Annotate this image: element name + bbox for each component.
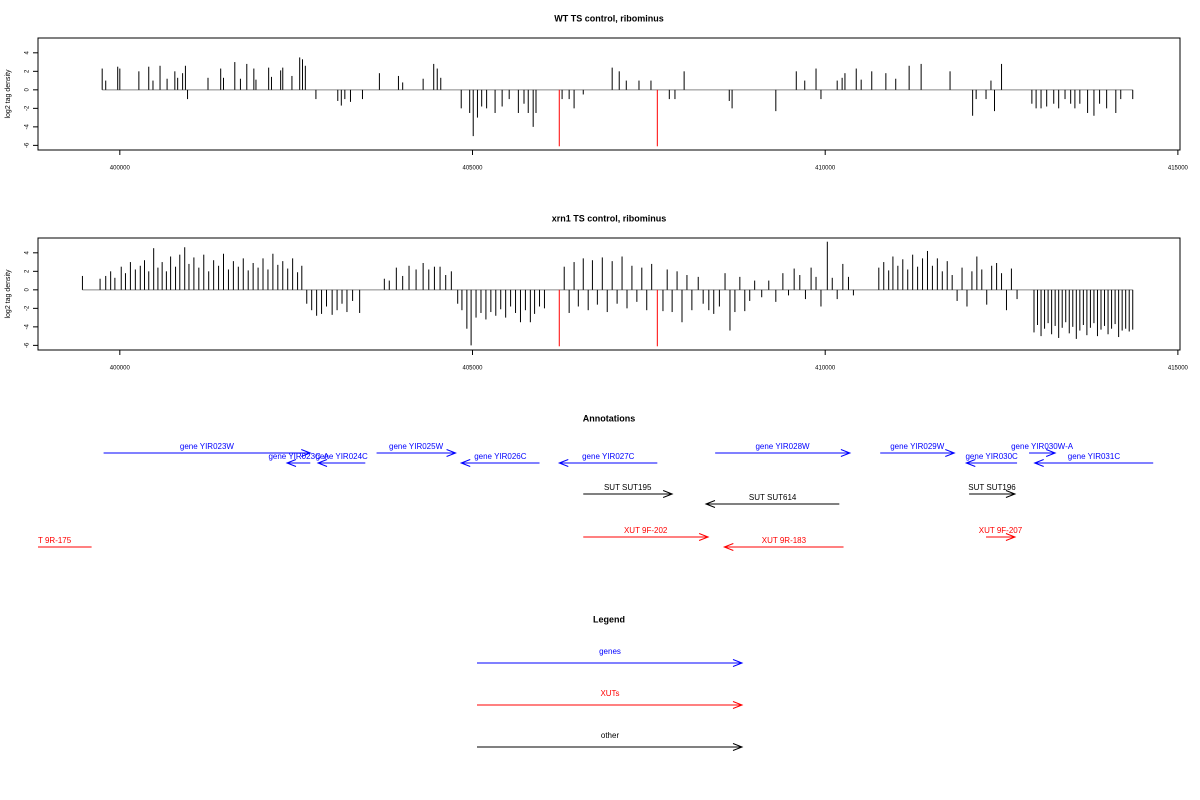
feature-label: gene YIR023W xyxy=(180,442,235,451)
feature-label: gene YIR029W xyxy=(890,442,945,451)
x-tick-label: 415000 xyxy=(1168,366,1189,372)
feature-arrow-head xyxy=(285,459,297,467)
y-tick-label: 0 xyxy=(25,288,31,292)
legend-arrow-head xyxy=(732,701,744,709)
x-tick-label: 400000 xyxy=(110,366,131,372)
feature-label: T 9R-175 xyxy=(38,536,72,545)
feature-label: XUT 9F-207 xyxy=(979,526,1023,535)
feature-arrow-head xyxy=(1045,449,1057,457)
feature-arrow-head xyxy=(316,459,328,467)
feature-arrow-head xyxy=(722,543,734,551)
feature-arrow-head xyxy=(1005,490,1017,498)
feature-label: gene YIR026C xyxy=(474,452,527,461)
feature-label: XUT 9F-202 xyxy=(624,526,668,535)
y-tick-label: -6 xyxy=(25,142,31,148)
legend-label: genes xyxy=(599,647,621,656)
feature-arrow-head xyxy=(1033,459,1044,467)
feature-label: gene YIR024C xyxy=(315,452,368,461)
feature-label: SUT SUT195 xyxy=(604,483,652,492)
plot-frame xyxy=(37,237,1181,351)
y-tick-label: 4 xyxy=(25,250,31,254)
x-tick-label: 410000 xyxy=(815,166,836,172)
plot-frame xyxy=(37,37,1181,151)
chart-title: WT TS control, ribominus xyxy=(554,13,664,23)
feature-arrow-head xyxy=(446,449,457,457)
feature-arrow-head xyxy=(945,449,956,457)
feature-label: XUT 9R-183 xyxy=(762,536,807,545)
feature-label: SUT SUT614 xyxy=(749,493,797,502)
feature-label: gene YIR030W-A xyxy=(1011,442,1074,451)
feature-label: gene YIR025W xyxy=(389,442,444,451)
x-tick-label: 415000 xyxy=(1168,166,1189,172)
legend-arrow-head xyxy=(732,743,744,751)
feature-arrow-head xyxy=(557,459,569,467)
y-tick-label: 2 xyxy=(25,69,31,73)
y-tick-label: -4 xyxy=(25,124,31,130)
feature-arrow-head xyxy=(698,533,710,541)
feature-arrow-head xyxy=(459,459,471,467)
feature-label: gene YIR031C xyxy=(1068,452,1121,461)
x-tick-label: 405000 xyxy=(462,166,483,172)
legend-label: XUTs xyxy=(600,689,619,698)
legend-label: other xyxy=(601,731,620,740)
y-axis-label: log2 tag density xyxy=(5,69,12,119)
feature-label: gene YIR023C-A xyxy=(268,452,329,461)
feature-arrow-head xyxy=(704,500,716,508)
y-tick-label: -4 xyxy=(25,324,31,330)
feature-label: gene YIR030C xyxy=(965,452,1018,461)
legend-arrow-head xyxy=(732,659,744,667)
y-tick-label: -6 xyxy=(25,342,31,348)
feature-arrow-head xyxy=(301,449,312,457)
y-axis-label: log2 tag density xyxy=(5,269,12,319)
y-tick-label: 4 xyxy=(25,50,31,54)
y-tick-label: 0 xyxy=(25,88,31,92)
feature-label: SUT SUT196 xyxy=(968,483,1016,492)
feature-label: gene YIR027C xyxy=(582,452,635,461)
y-tick-label: -2 xyxy=(25,105,31,111)
feature-arrow-head xyxy=(662,490,674,498)
legend-title: Legend xyxy=(593,614,625,624)
feature-arrow-head xyxy=(840,449,852,457)
feature-arrow-head xyxy=(1005,533,1017,541)
y-tick-label: 2 xyxy=(25,269,31,273)
feature-arrow-head xyxy=(964,459,976,467)
x-tick-label: 400000 xyxy=(110,166,131,172)
feature-label: gene YIR028W xyxy=(755,442,810,451)
x-tick-label: 410000 xyxy=(815,366,836,372)
chart-title: xrn1 TS control, ribominus xyxy=(552,213,667,223)
y-tick-label: -2 xyxy=(25,305,31,311)
x-tick-label: 405000 xyxy=(462,366,483,372)
annotations-title: Annotations xyxy=(583,413,636,423)
